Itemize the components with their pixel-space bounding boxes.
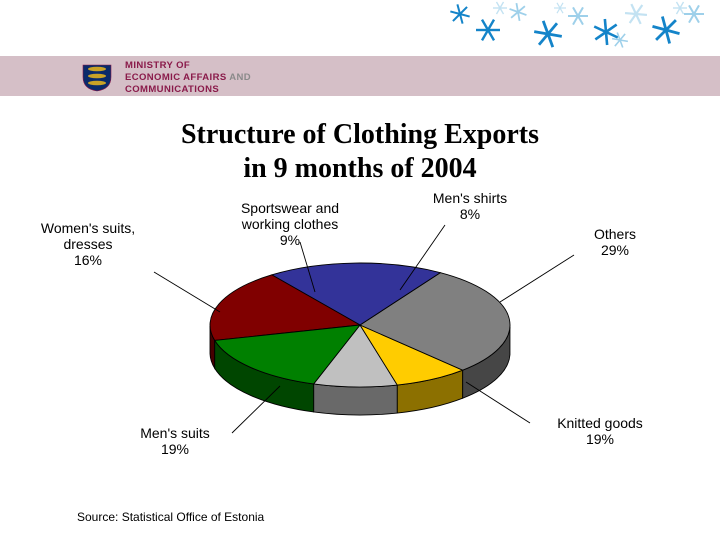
coat-of-arms [77, 62, 117, 92]
label-womens: Women's suits,dresses16% [18, 220, 158, 268]
ministry-logo-text: MINISTRY OF ECONOMIC AFFAIRS AND COMMUNI… [125, 60, 251, 96]
pie-chart: Sportswear andworking clothes9% Men's shi… [0, 190, 720, 500]
label-knitted: Knitted goods19% [530, 415, 670, 447]
label-mens_shirts: Men's shirts8% [410, 190, 530, 222]
source-text: Source: Statistical Office of Estonia [77, 510, 264, 524]
logo-and: AND [227, 72, 251, 83]
title-line-2: in 9 months of 2004 [243, 153, 476, 184]
logo-ln3: COMMUNICATIONS [125, 84, 219, 95]
logo-ln2: ECONOMIC AFFAIRS [125, 72, 227, 83]
label-others: Others29% [575, 226, 655, 258]
leader-womens [154, 272, 220, 312]
label-sportswear: Sportswear andworking clothes9% [205, 200, 375, 248]
label-mens_suits: Men's suits19% [115, 425, 235, 457]
pie-side-sportswear [314, 384, 398, 415]
page-title: Structure of Clothing Exports in 9 month… [0, 118, 720, 185]
title-line-1: Structure of Clothing Exports [181, 119, 539, 150]
leader-others [500, 255, 574, 302]
leader-knitted [466, 382, 530, 423]
logo-ln1: MINISTRY OF [125, 60, 190, 71]
header-pattern [440, 0, 720, 56]
